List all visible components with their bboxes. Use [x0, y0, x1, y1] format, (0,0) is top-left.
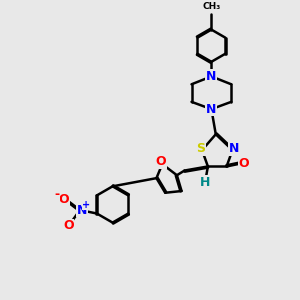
Text: N: N	[206, 70, 217, 83]
Text: +: +	[82, 200, 90, 210]
Text: O: O	[239, 157, 250, 170]
Text: N: N	[76, 203, 87, 217]
Text: H: H	[200, 176, 211, 189]
Text: O: O	[155, 155, 166, 168]
Text: CH₃: CH₃	[202, 2, 220, 11]
Text: N: N	[206, 103, 217, 116]
Text: -: -	[55, 188, 60, 201]
Text: O: O	[58, 193, 69, 206]
Text: N: N	[206, 70, 217, 83]
Text: O: O	[63, 219, 74, 232]
Text: S: S	[196, 142, 205, 155]
Text: N: N	[229, 142, 239, 155]
